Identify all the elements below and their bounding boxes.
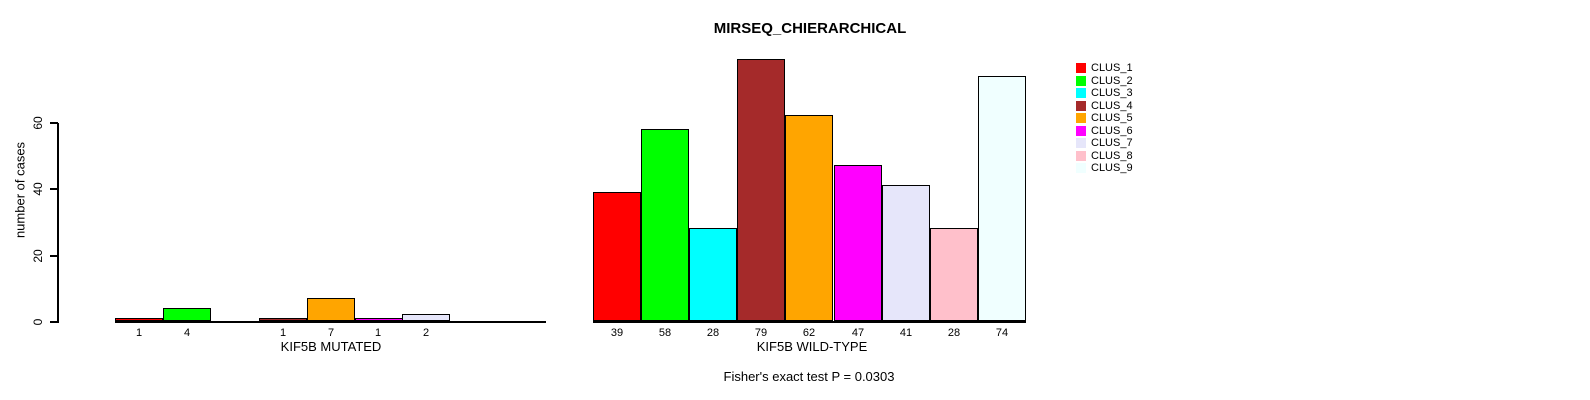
- legend-swatch: [1076, 88, 1086, 98]
- legend-item-clus_7: CLUS_7: [1076, 137, 1133, 149]
- bar-value-label: 28: [947, 327, 961, 339]
- bar-clus_2: [641, 129, 689, 321]
- zero-axis-line: [593, 321, 1026, 323]
- legend-swatch: [1076, 163, 1086, 173]
- bar-clus_9: [978, 76, 1026, 321]
- bar-clus_1: [115, 318, 163, 321]
- legend-label: CLUS_1: [1091, 62, 1133, 74]
- y-tick-mark: [50, 188, 58, 191]
- bar-value-label: 41: [899, 327, 913, 339]
- bar-value-label: 1: [374, 327, 382, 339]
- legend-swatch: [1076, 100, 1086, 111]
- bar-value-label: 74: [995, 327, 1009, 339]
- legend-label: CLUS_3: [1091, 87, 1133, 99]
- legend-label: CLUS_6: [1091, 124, 1133, 137]
- y-tick-label: 0: [31, 318, 45, 326]
- y-tick-label: 20: [31, 248, 45, 263]
- y-tick-mark: [50, 321, 58, 323]
- fisher-test-caption: Fisher's exact test P = 0.0303: [723, 369, 895, 384]
- legend-item-clus_3: CLUS_3: [1076, 87, 1133, 99]
- bar-clus_8: [930, 228, 978, 321]
- legend-item-clus_1: CLUS_1: [1076, 62, 1133, 74]
- bar-clus_6: [355, 318, 403, 321]
- bar-value-label: 1: [135, 327, 143, 339]
- legend-label: CLUS_5: [1091, 112, 1133, 124]
- bar-clus_5: [307, 298, 355, 321]
- y-tick-label: 40: [31, 182, 45, 197]
- legend-item-clus_9: CLUS_9: [1076, 162, 1133, 174]
- bar-value-label: 7: [327, 327, 335, 339]
- legend-swatch: [1076, 113, 1086, 123]
- legend-item-clus_5: CLUS_5: [1076, 112, 1133, 124]
- zero-axis-line: [115, 321, 546, 323]
- bar-value-label: 1: [279, 327, 287, 339]
- y-tick-mark: [50, 121, 58, 124]
- legend-label: CLUS_2: [1091, 74, 1133, 87]
- legend-swatch: [1076, 63, 1086, 73]
- y-tick-mark: [50, 254, 58, 257]
- legend-swatch: [1076, 125, 1086, 136]
- y-axis-label: number of cases: [12, 141, 28, 239]
- bar-clus_7: [882, 185, 930, 321]
- legend-label: CLUS_9: [1091, 162, 1133, 174]
- legend-label: CLUS_7: [1091, 137, 1133, 149]
- legend-item-clus_8: CLUS_8: [1076, 150, 1133, 162]
- bar-value-label: 2: [422, 327, 430, 339]
- bar-clus_4: [737, 59, 785, 321]
- legend-swatch: [1076, 150, 1086, 161]
- bar-clus_4: [259, 318, 307, 321]
- bar-value-label: 47: [851, 327, 865, 339]
- bar-clus_3: [689, 228, 737, 321]
- bar-value-label: 39: [610, 327, 624, 339]
- legend-swatch: [1076, 75, 1086, 86]
- legend-item-clus_4: CLUS_4: [1076, 100, 1133, 112]
- y-axis-line: [57, 123, 59, 323]
- legend-label: CLUS_8: [1091, 149, 1133, 162]
- bar-value-label: 4: [183, 327, 191, 339]
- bar-clus_5: [785, 115, 833, 321]
- bar-clus_1: [593, 192, 641, 321]
- x-axis-label-wildtype: KIF5B WILD-TYPE: [756, 339, 868, 354]
- x-axis-label-mutated: KIF5B MUTATED: [280, 339, 382, 354]
- bar-value-label: 79: [754, 327, 768, 339]
- plot-title: MIRSEQ_CHIERARCHICAL: [713, 20, 907, 37]
- legend-item-clus_6: CLUS_6: [1076, 125, 1133, 137]
- legend-swatch: [1076, 138, 1086, 148]
- bar-value-label: 62: [802, 327, 816, 339]
- bar-clus_7: [402, 314, 450, 321]
- y-tick-label: 60: [31, 116, 45, 130]
- bar-clus_6: [834, 165, 882, 321]
- legend-item-clus_2: CLUS_2: [1076, 75, 1133, 87]
- bar-value-label: 58: [658, 327, 672, 339]
- bar-clus_2: [163, 308, 211, 321]
- bar-value-label: 28: [706, 327, 720, 339]
- legend-label: CLUS_4: [1091, 99, 1133, 112]
